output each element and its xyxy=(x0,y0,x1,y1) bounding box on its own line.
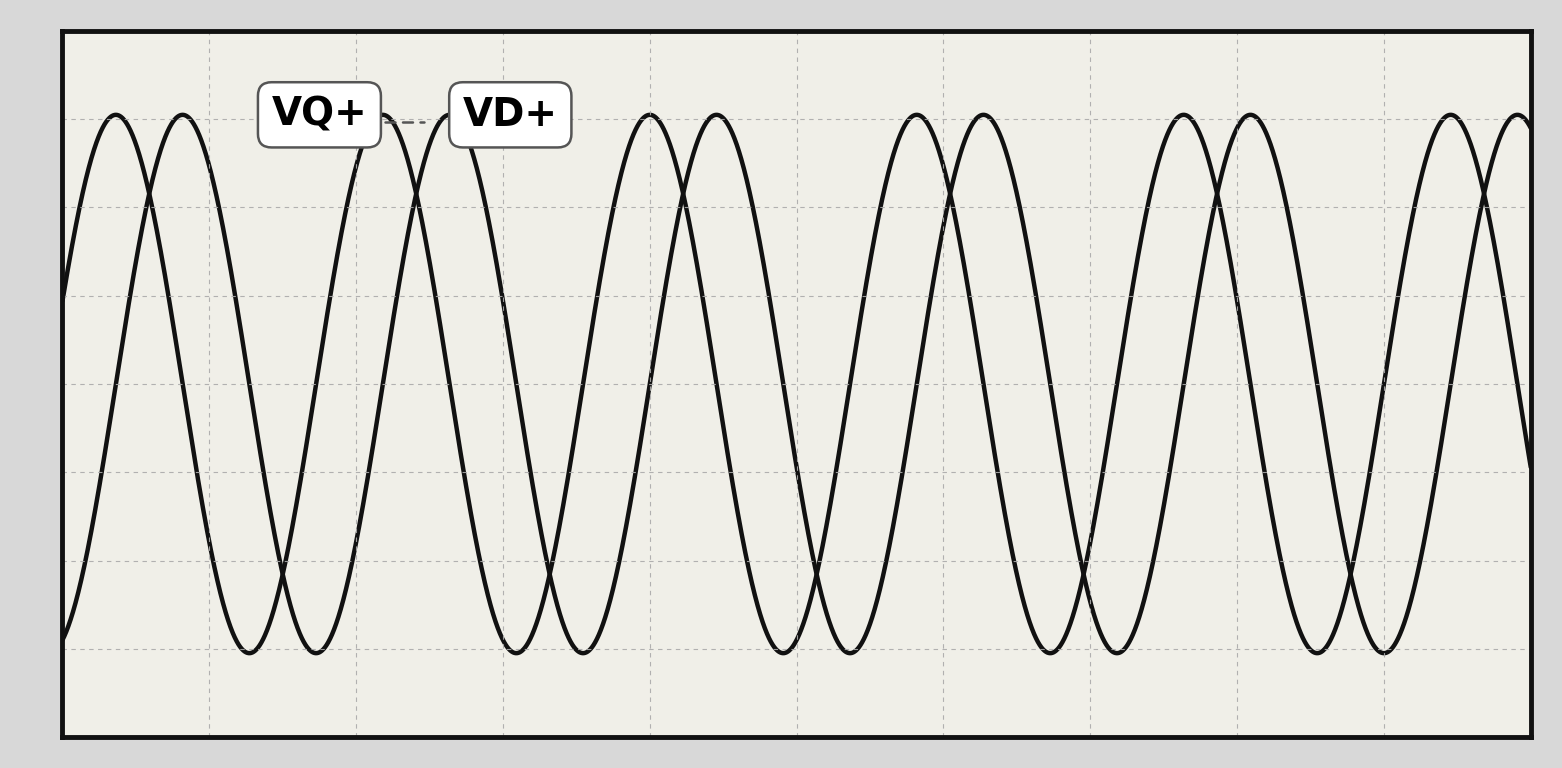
Text: VQ+: VQ+ xyxy=(272,96,423,134)
Text: VD+: VD+ xyxy=(462,96,558,134)
